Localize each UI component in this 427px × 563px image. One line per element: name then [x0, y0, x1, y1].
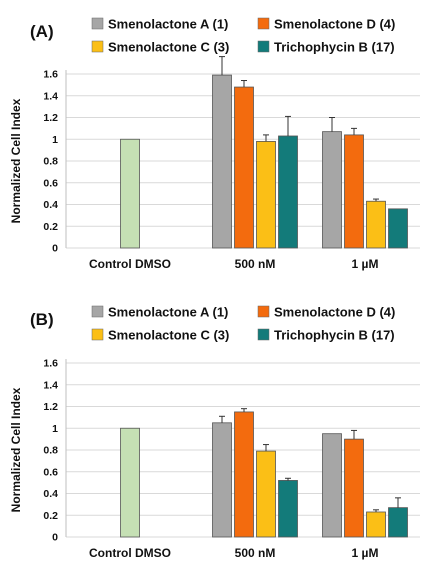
bar-control-dmso: [120, 427, 140, 538]
y-tick-label: 1.2: [43, 112, 58, 124]
panel-label: (B): [30, 310, 54, 329]
y-tick-label: 1.4: [43, 379, 58, 391]
y-tick-label: 1.6: [43, 69, 58, 81]
x-category-label: 1 µM: [352, 546, 379, 560]
x-category-label: 500 nM: [235, 257, 276, 271]
y-tick-label: 0.8: [43, 156, 58, 168]
y-tick-label: 0.4: [43, 488, 58, 500]
y-tick-label: 1: [52, 423, 58, 435]
y-tick-label: 1.2: [43, 401, 58, 413]
bar: [366, 200, 386, 249]
legend-entry: Smenolactone C (3): [108, 40, 229, 55]
bar: [344, 438, 364, 538]
y-tick-label: 0: [52, 243, 58, 255]
x-category-label: Control DMSO: [89, 257, 171, 271]
y-tick-label: 0.2: [43, 510, 58, 522]
bar: [366, 511, 386, 538]
legend-entry: Smenolactone A (1): [108, 17, 228, 32]
bar: [234, 411, 254, 538]
legend-entry: Smenolactone C (3): [108, 328, 229, 343]
legend-entry: Trichophycin B (17): [274, 328, 395, 343]
bar: [256, 450, 276, 538]
y-tick-label: 0.8: [43, 445, 58, 457]
legend-entry: Smenolactone A (1): [108, 305, 228, 320]
y-tick-label: 1.6: [43, 358, 58, 370]
legend-swatch: [91, 17, 104, 30]
legend-entry: Trichophycin B (17): [274, 40, 395, 55]
bar: [278, 480, 298, 538]
y-tick-label: 0.6: [43, 466, 58, 478]
y-axis-title: Normalized Cell Index: [9, 387, 23, 512]
legend-swatch: [257, 40, 270, 53]
bar: [212, 74, 232, 249]
x-category-label: 1 µM: [352, 257, 379, 271]
bar: [388, 208, 408, 249]
legend-entry: Smenolactone D (4): [274, 17, 395, 32]
legend-swatch: [91, 40, 104, 53]
bar: [234, 86, 254, 249]
bar: [256, 141, 276, 249]
bar: [388, 507, 408, 538]
bar: [322, 131, 342, 249]
bar: [212, 422, 232, 538]
y-tick-label: 0.2: [43, 221, 58, 233]
legend-swatch: [257, 328, 270, 341]
bar: [322, 433, 342, 538]
y-tick-label: 0: [52, 532, 58, 544]
legend-entry: Smenolactone D (4): [274, 305, 395, 320]
bar-control-dmso: [120, 138, 140, 249]
y-tick-label: 0.6: [43, 177, 58, 189]
y-tick-label: 0.4: [43, 199, 58, 211]
legend-swatch: [91, 328, 104, 341]
y-tick-label: 1: [52, 134, 58, 146]
legend-swatch: [257, 305, 270, 318]
x-category-label: Control DMSO: [89, 546, 171, 560]
bar: [278, 135, 298, 249]
chart-panel-a: (A) Smenolactone A (1) Smenolactone D (4) S…: [9, 17, 420, 271]
x-category-label: 500 nM: [235, 546, 276, 560]
panel-label: (A): [30, 22, 54, 41]
legend-swatch: [91, 305, 104, 318]
chart-panel-b: (B) Smenolactone A (1) Smenolactone D (4) S…: [9, 305, 420, 560]
legend-swatch: [257, 17, 270, 30]
y-tick-label: 1.4: [43, 90, 58, 102]
y-axis-title: Normalized Cell Index: [9, 98, 23, 223]
bar: [344, 134, 364, 249]
